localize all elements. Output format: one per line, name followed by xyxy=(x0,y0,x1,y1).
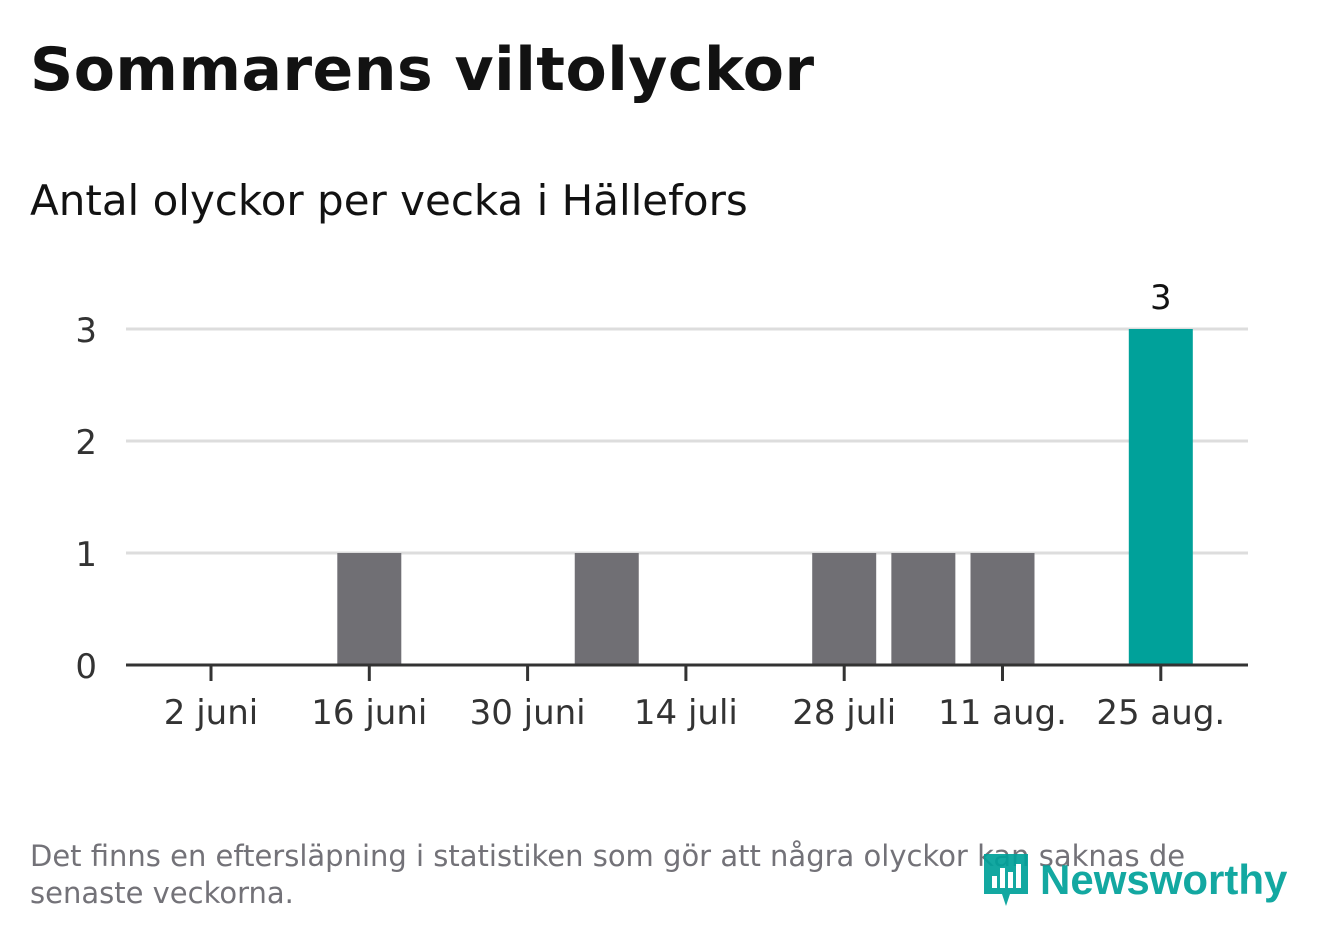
data-label: 3 xyxy=(1150,278,1172,318)
x-tick-label: 2 juni xyxy=(164,693,258,733)
bar xyxy=(970,553,1035,665)
bar xyxy=(337,553,402,665)
x-tick-label: 11 aug. xyxy=(938,693,1067,733)
y-tick-label: 1 xyxy=(75,535,97,575)
bar xyxy=(891,553,956,665)
x-tick-label: 28 juli xyxy=(792,693,896,733)
bar xyxy=(574,553,639,665)
x-tick-label: 30 juni xyxy=(470,693,586,733)
bar xyxy=(812,553,877,665)
newsworthy-logo-icon xyxy=(984,854,1028,906)
chart-subtitle: Antal olyckor per vecka i Hällefors xyxy=(30,176,748,225)
bar-chart: 0 1 2 3 2 juni 16 juni 30 juni 14 juli 28 juli 11… xyxy=(75,278,1248,733)
x-tick-label: 25 aug. xyxy=(1096,693,1225,733)
y-tick-label: 2 xyxy=(75,423,97,463)
newsworthy-logo: Newsworthy xyxy=(980,850,1287,910)
y-tick-label: 3 xyxy=(75,311,97,351)
y-tick-label: 0 xyxy=(75,647,97,687)
x-tick-label: 16 juni xyxy=(311,693,427,733)
x-tick-label: 14 juli xyxy=(634,693,738,733)
chart-title: Sommarens viltolyckor xyxy=(30,35,815,105)
newsworthy-logo-text: Newsworthy xyxy=(1040,856,1288,903)
bar xyxy=(1128,329,1193,665)
